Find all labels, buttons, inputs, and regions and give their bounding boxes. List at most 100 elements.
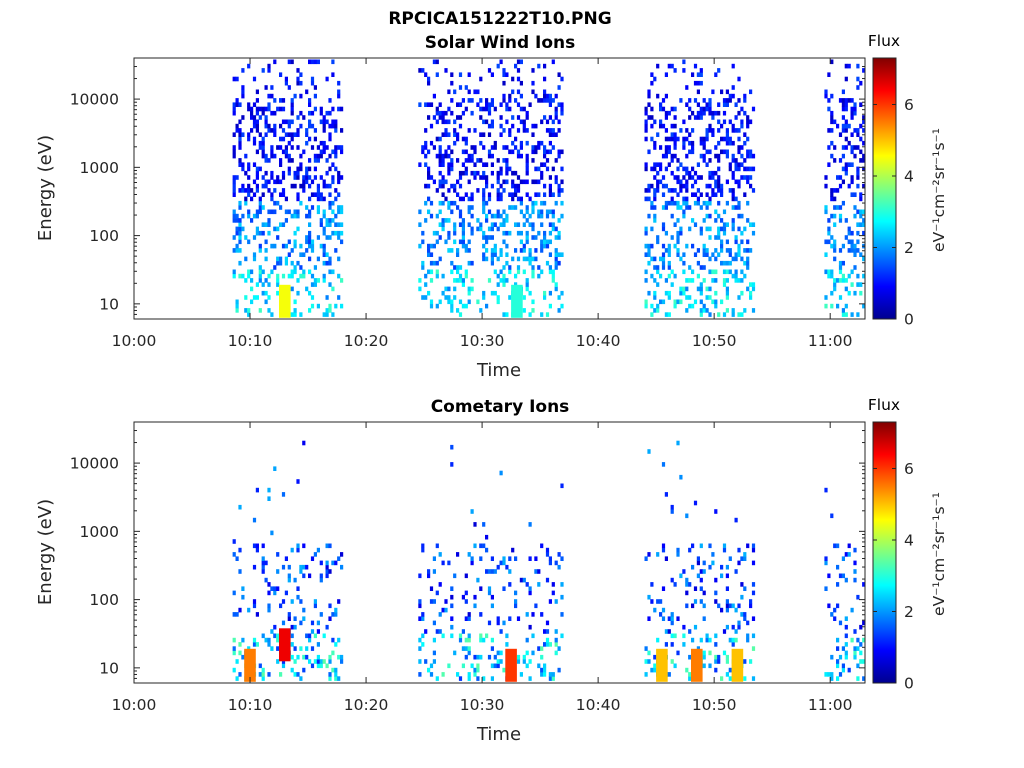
heatmap-cell	[241, 226, 245, 232]
heatmap-cell	[644, 672, 648, 677]
heatmap-cell	[453, 295, 457, 300]
heatmap-cell	[340, 239, 344, 245]
heatmap-cell	[545, 642, 550, 647]
heatmap-cell	[673, 188, 677, 193]
heatmap-cell	[450, 624, 454, 630]
colorbar-title: Flux	[868, 396, 900, 414]
heatmap-cell	[337, 205, 341, 210]
heatmap-cell	[708, 213, 712, 219]
heatmap-cell	[731, 188, 735, 193]
heatmap-cell	[267, 209, 271, 215]
heatmap-cell	[702, 145, 706, 150]
heatmap-cell	[731, 603, 735, 609]
heatmap-cell	[461, 222, 465, 227]
heatmap-cell	[740, 145, 744, 150]
heatmap-feature	[279, 284, 291, 318]
heatmap-cell	[514, 188, 518, 193]
heatmap-cell	[722, 269, 727, 275]
heatmap-cell	[734, 269, 738, 275]
heatmap-cell	[688, 170, 692, 176]
heatmap-feature	[505, 648, 517, 682]
heatmap-cell	[424, 128, 428, 133]
heatmap-cell	[856, 230, 860, 236]
heatmap-cell	[548, 192, 552, 197]
heatmap-cell	[725, 278, 729, 283]
heatmap-cell	[337, 145, 341, 150]
heatmap-cell	[557, 295, 561, 300]
heatmap-cell	[676, 440, 680, 446]
heatmap-cell	[699, 226, 703, 232]
heatmap-cell	[429, 303, 434, 309]
heatmap-cell	[511, 547, 515, 553]
heatmap-cell	[331, 650, 335, 656]
heatmap-cell	[496, 63, 500, 69]
heatmap-cell	[531, 273, 535, 279]
heatmap-cell	[310, 303, 315, 309]
heatmap-cell	[737, 98, 741, 103]
heatmap-cell	[557, 188, 561, 193]
heatmap-cell	[827, 106, 831, 112]
heatmap-cell	[444, 132, 448, 137]
heatmap-cell	[438, 162, 442, 167]
heatmap-cell	[238, 188, 242, 193]
heatmap-cell	[560, 110, 564, 116]
heatmap-cell	[528, 290, 532, 296]
heatmap-cell	[273, 590, 277, 596]
heatmap-cell	[331, 612, 335, 617]
heatmap-cell	[464, 158, 468, 163]
heatmap-cell	[258, 663, 262, 669]
heatmap-cell	[737, 136, 741, 142]
heatmap-cell	[232, 110, 236, 116]
heatmap-cell	[250, 196, 254, 202]
heatmap-cell	[688, 205, 692, 210]
heatmap-cell	[661, 462, 666, 467]
heatmap-cell	[464, 136, 468, 142]
heatmap-cell	[293, 624, 297, 630]
heatmap-cell	[267, 93, 271, 99]
heatmap-cell	[717, 226, 721, 232]
heatmap-cell	[432, 650, 436, 656]
heatmap-cell	[841, 663, 845, 669]
heatmap-cell	[856, 646, 860, 651]
heatmap-cell	[279, 123, 283, 129]
heatmap-cell	[252, 252, 257, 257]
heatmap-cell	[850, 179, 854, 185]
heatmap-cell	[679, 290, 683, 296]
heatmap-cell	[319, 119, 323, 125]
heatmap-cell	[737, 603, 741, 609]
heatmap-cell	[296, 594, 300, 600]
heatmap-cell	[644, 119, 648, 125]
heatmap-cell	[296, 192, 300, 197]
heatmap-cell	[682, 642, 686, 647]
heatmap-cell	[267, 637, 271, 643]
heatmap-cell	[722, 119, 727, 125]
heatmap-cell	[696, 248, 700, 253]
heatmap-cell	[545, 239, 550, 245]
heatmap-cell	[258, 145, 262, 150]
heatmap-cell	[473, 594, 477, 600]
heatmap-cell	[679, 226, 683, 232]
heatmap-cell	[862, 68, 866, 73]
heatmap-cell	[435, 110, 439, 116]
heatmap-cell	[267, 582, 271, 587]
heatmap-cell	[252, 543, 257, 549]
heatmap-cell	[711, 132, 715, 137]
heatmap-cell	[836, 637, 840, 643]
heatmap-cell	[653, 188, 657, 193]
heatmap-cell	[496, 170, 500, 176]
heatmap-cell	[418, 286, 422, 292]
heatmap-cell	[461, 230, 465, 236]
heatmap-cell	[319, 560, 323, 566]
heatmap-cell	[659, 256, 663, 262]
heatmap-cell	[322, 145, 326, 150]
heatmap-cell	[490, 290, 494, 296]
heatmap-cell	[749, 153, 753, 159]
heatmap-cell	[644, 243, 648, 249]
heatmap-cell	[702, 218, 706, 223]
heatmap-cell	[699, 205, 703, 210]
heatmap-cell	[534, 123, 538, 129]
heatmap-cell	[313, 106, 317, 112]
heatmap-cell	[427, 149, 431, 155]
heatmap-cell	[743, 676, 747, 681]
heatmap-cell	[328, 672, 332, 677]
